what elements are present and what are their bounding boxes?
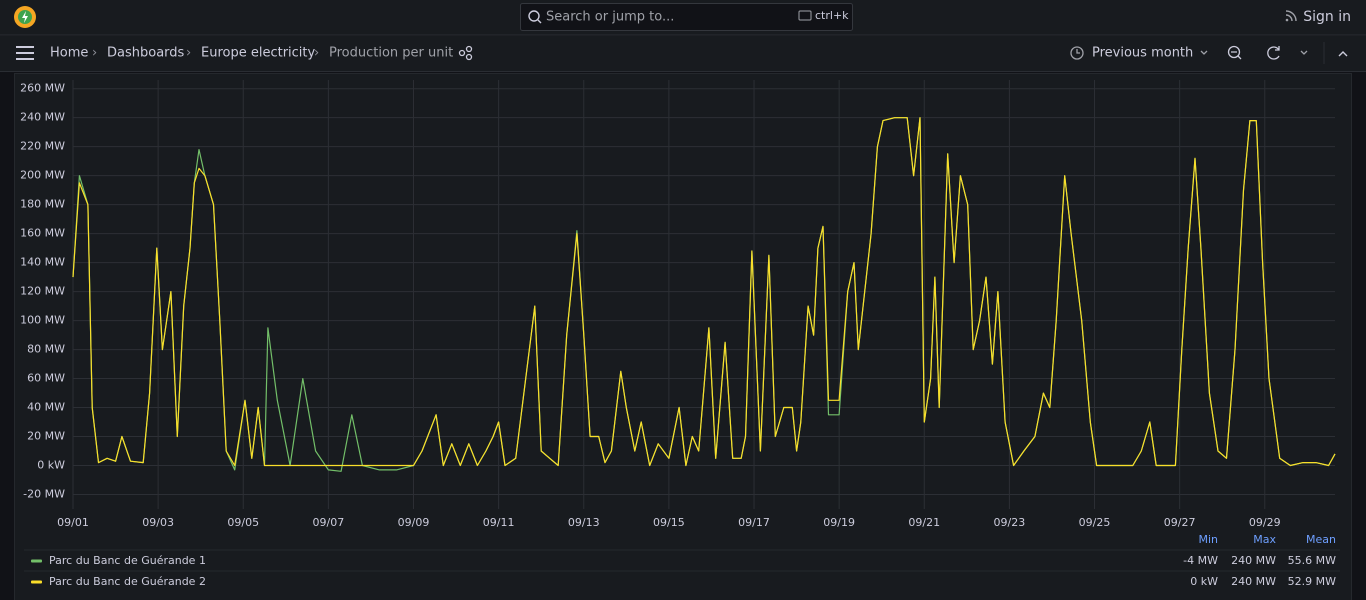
logo-bolt xyxy=(22,11,28,23)
x-tick-label: 09/05 xyxy=(227,516,259,529)
legend-label: Parc du Banc de Guérande 2 xyxy=(49,575,206,588)
x-tick-label: 09/07 xyxy=(313,516,345,529)
logo[interactable] xyxy=(14,6,36,28)
keyboard-icon xyxy=(798,10,812,21)
x-tick-label: 09/01 xyxy=(57,516,89,529)
y-tick-label: 220 MW xyxy=(20,140,65,153)
y-tick-label: -20 MW xyxy=(23,488,65,501)
share-icon[interactable] xyxy=(458,45,473,61)
y-tick-label: 120 MW xyxy=(20,285,65,298)
sign-in[interactable]: Sign in xyxy=(1303,9,1351,25)
legend-value: 55.6 MW xyxy=(1288,554,1336,567)
y-tick-label: 20 MW xyxy=(27,430,65,443)
legend-value: 240 MW xyxy=(1231,554,1276,567)
x-tick-label: 09/15 xyxy=(653,516,685,529)
share-node xyxy=(458,49,466,57)
breadcrumb-separator: › xyxy=(92,46,97,61)
search-box[interactable] xyxy=(520,3,853,31)
x-tick-label: 09/17 xyxy=(738,516,770,529)
menu-icon[interactable] xyxy=(16,46,34,60)
x-tick-label: 09/29 xyxy=(1249,516,1281,529)
search-shortcut: ctrl+k xyxy=(815,9,849,22)
legend-swatch xyxy=(31,559,42,563)
legend-value: -4 MW xyxy=(1183,554,1218,567)
zoom-out-icon xyxy=(1231,51,1242,60)
share-node xyxy=(465,45,473,53)
x-tick-label: 09/13 xyxy=(568,516,600,529)
chevron[interactable] xyxy=(1200,50,1208,55)
y-tick-label: 240 MW xyxy=(20,111,65,124)
x-tick-label: 09/11 xyxy=(483,516,515,529)
x-tick-label: 09/09 xyxy=(398,516,430,529)
legend-swatch xyxy=(31,580,42,584)
y-tick-label: 40 MW xyxy=(27,401,65,414)
legend-label: Parc du Banc de Guérande 1 xyxy=(49,554,206,567)
y-tick-label: 100 MW xyxy=(20,314,65,327)
x-tick-label: 09/19 xyxy=(823,516,855,529)
series-line xyxy=(72,117,1336,467)
rss-icon xyxy=(1285,18,1289,22)
legend-value: 240 MW xyxy=(1231,575,1276,588)
y-tick-label: 0 kW xyxy=(37,459,65,472)
clock-icon xyxy=(1076,49,1080,54)
x-tick-label: 09/27 xyxy=(1164,516,1196,529)
y-tick-label: 60 MW xyxy=(27,372,65,385)
y-tick-label: 260 MW xyxy=(20,82,65,95)
breadcrumb[interactable]: Dashboards xyxy=(107,46,185,61)
time-range[interactable]: Previous month xyxy=(1092,46,1193,61)
y-tick-label: 160 MW xyxy=(20,227,65,240)
legend-column-header: Mean xyxy=(1306,533,1336,546)
y-tick-label: 200 MW xyxy=(20,169,65,182)
x-tick-label: 09/03 xyxy=(142,516,174,529)
breadcrumb-separator: › xyxy=(186,46,191,61)
x-tick-label: 09/21 xyxy=(908,516,940,529)
legend-value: 0 kW xyxy=(1190,575,1218,588)
search-icon xyxy=(537,19,542,24)
rss-icon[interactable] xyxy=(1285,10,1297,22)
zoom-out-icon[interactable] xyxy=(1227,45,1241,59)
x-tick-label: 09/23 xyxy=(994,516,1026,529)
search-icon xyxy=(528,10,540,22)
breadcrumb-current: Production per unit xyxy=(329,46,453,61)
search-placeholder: Search or jump to... xyxy=(546,10,674,25)
breadcrumb-separator: › xyxy=(314,46,319,61)
legend-value: 52.9 MW xyxy=(1288,575,1336,588)
breadcrumb[interactable]: Europe electricity xyxy=(201,46,316,61)
x-tick-label: 09/25 xyxy=(1079,516,1111,529)
nav-bar xyxy=(0,36,1366,71)
panel xyxy=(14,73,1352,600)
collapse-icon[interactable] xyxy=(1338,51,1348,57)
y-tick-label: 80 MW xyxy=(27,343,65,356)
clock-icon xyxy=(1070,46,1084,60)
legend-column-header: Min xyxy=(1198,533,1218,546)
share-node xyxy=(465,53,473,61)
chevron[interactable] xyxy=(1300,50,1308,55)
legend-column-header: Max xyxy=(1253,533,1276,546)
y-tick-label: 180 MW xyxy=(20,198,65,211)
refresh-icon[interactable] xyxy=(1267,46,1280,60)
y-tick-label: 140 MW xyxy=(20,256,65,269)
breadcrumb[interactable]: Home xyxy=(50,46,88,61)
